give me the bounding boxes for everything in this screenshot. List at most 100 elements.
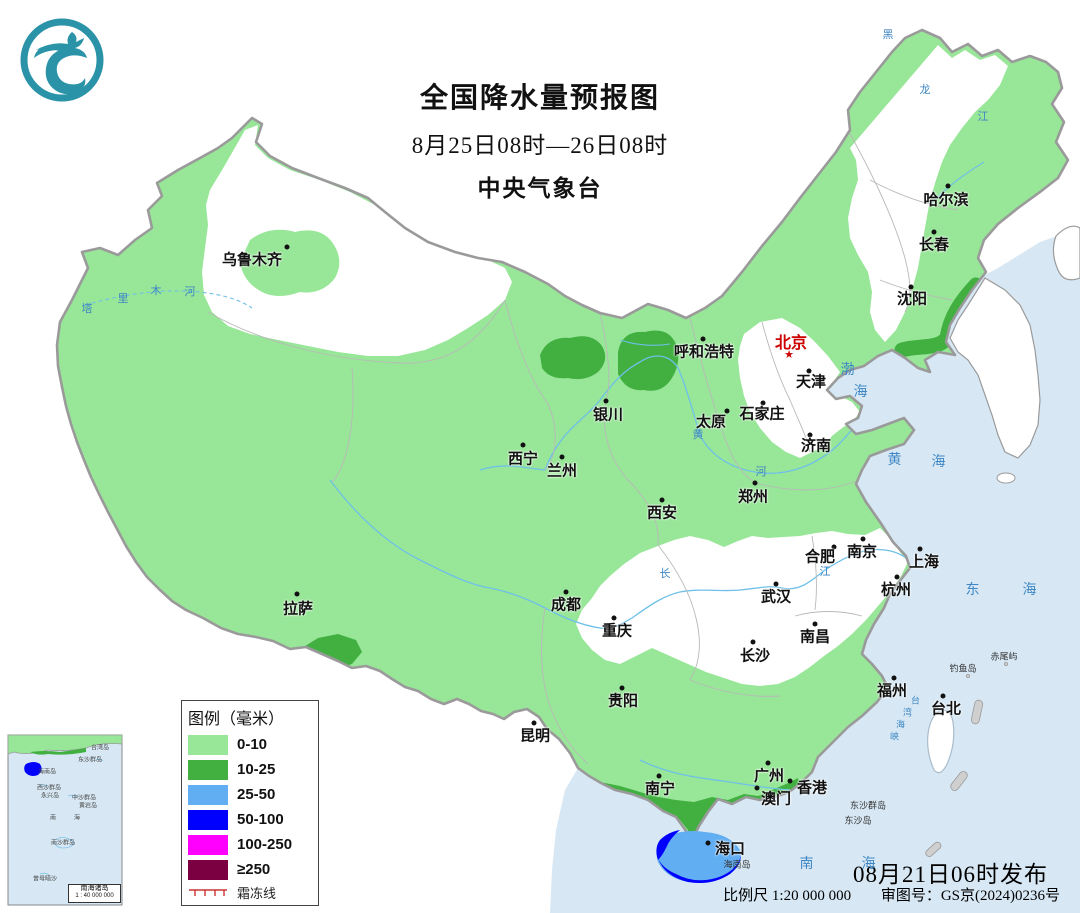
sea-label: 湾 <box>902 707 914 718</box>
sea-label: 海 <box>1022 583 1038 598</box>
city-dot <box>724 408 730 414</box>
sea-label: 东 <box>965 583 981 598</box>
sea-label: 南 <box>799 857 815 872</box>
island-label: 钓鱼岛 <box>949 663 977 674</box>
city-dot <box>812 621 818 627</box>
hainan-50-100-band <box>658 856 741 883</box>
river-label: 河 <box>755 466 767 478</box>
inset-label: 南沙群岛 <box>50 840 76 847</box>
city-dot <box>750 639 756 645</box>
city-dot <box>563 589 569 595</box>
city-dot <box>752 480 758 486</box>
city-dot <box>894 574 900 580</box>
river-label: 长 <box>659 568 671 580</box>
sea-label: 海 <box>861 857 877 872</box>
legend-swatch-25-50 <box>188 784 228 805</box>
legend-swatch-0-10 <box>188 734 228 755</box>
japan-island <box>1052 225 1080 281</box>
sea-label: 海 <box>931 455 947 470</box>
inset-title: 南海诸岛 <box>80 885 109 892</box>
city-dot <box>700 336 706 342</box>
river-label: 河 <box>184 286 196 298</box>
city-dot <box>619 685 625 691</box>
city-dot <box>559 454 565 460</box>
legend-swatch-10-25 <box>188 759 228 780</box>
sea-label: 海 <box>895 719 907 730</box>
inset-label: 永兴岛 <box>40 793 60 800</box>
city-dot <box>754 785 760 791</box>
river-label: 木 <box>150 285 162 297</box>
legend-label: 50-100 <box>237 811 284 828</box>
legend-swatch-250 <box>188 859 228 880</box>
city-dot <box>705 840 711 846</box>
city-dot <box>760 400 766 406</box>
legend-label: 100-250 <box>237 836 293 853</box>
inset-label: 中沙群岛 <box>71 795 97 802</box>
city-dot <box>945 183 951 189</box>
inset-map <box>7 734 123 906</box>
scale-and-approval: 比例尺 1:20 000 000 审图号：GS京(2024)0236号 <box>723 884 1060 905</box>
legend-row: 10-25 <box>188 758 312 781</box>
legend-title: 图例（毫米） <box>188 711 285 728</box>
legend-label: 0-10 <box>237 736 268 753</box>
city-dot <box>611 615 617 621</box>
ryukyu-islands <box>925 662 1009 857</box>
korea-peninsula <box>949 277 1041 459</box>
map-scale: 比例尺 1:20 000 000 <box>723 888 852 904</box>
frost-line-label: 霜冻线 <box>237 885 277 901</box>
city-dot <box>656 773 662 779</box>
inset-label: 曾母暗沙 <box>32 876 58 883</box>
jeju-island <box>996 472 1016 484</box>
legend-label: ≥250 <box>237 861 271 878</box>
legend-row: 0-10 <box>188 733 312 756</box>
approval-number: 审图号：GS京(2024)0236号 <box>880 888 1060 904</box>
city-dot <box>787 778 793 784</box>
sea-label: 渤 <box>840 363 856 378</box>
city-dot <box>860 536 866 542</box>
city-dot <box>807 432 813 438</box>
river-label: 里 <box>117 293 129 305</box>
rivers <box>84 161 985 791</box>
inset-title-box: 南海诸岛 1 : 40 000 000 <box>68 884 121 903</box>
city-dot <box>773 581 779 587</box>
inset-label: 台湾岛 <box>90 745 110 752</box>
city-dot <box>294 591 300 597</box>
sea-label: 海 <box>853 385 869 400</box>
inset-hainan <box>24 762 42 776</box>
sea-label: 峡 <box>889 731 901 742</box>
island-label: 赤尾屿 <box>990 651 1018 662</box>
river-label: 龙 <box>919 84 931 96</box>
city-dot <box>891 675 897 681</box>
publish-time: 08月21日06时发布 <box>853 862 1048 887</box>
island-label: 东沙群岛 <box>849 800 887 811</box>
province-boundaries <box>207 129 959 765</box>
legend-label: 25-50 <box>237 786 276 803</box>
river-label: 黑 <box>882 29 894 41</box>
hainan-island <box>656 830 741 883</box>
city-dot <box>831 544 837 550</box>
city-dot <box>520 442 526 448</box>
city-dot <box>917 546 923 552</box>
inset-label: 海 <box>73 815 81 822</box>
city-dot <box>931 229 937 235</box>
legend-row: ≥250 <box>188 858 312 881</box>
sea-label: 台 <box>910 695 922 706</box>
cma-dragon-logo <box>20 18 104 102</box>
legend-row: 25-50 <box>188 783 312 806</box>
city-dot <box>659 497 665 503</box>
city-dot <box>940 693 946 699</box>
frost-line-row: 霜冻线 <box>188 883 312 901</box>
inset-label: 西沙群岛 <box>36 785 62 792</box>
river-label: 塔 <box>81 303 93 315</box>
inset-label: 南 <box>49 815 57 822</box>
city-dot <box>284 244 290 250</box>
river-label: 江 <box>819 566 831 578</box>
legend-swatch-50-100 <box>188 809 228 830</box>
legend: 图例（毫米） 0-10 10-25 25-50 50-100 100-250 ≥… <box>181 700 319 906</box>
taiwan-island <box>927 709 955 774</box>
city-dot <box>806 368 812 374</box>
no-precip-regions <box>202 45 1008 686</box>
city-dot <box>765 760 771 766</box>
